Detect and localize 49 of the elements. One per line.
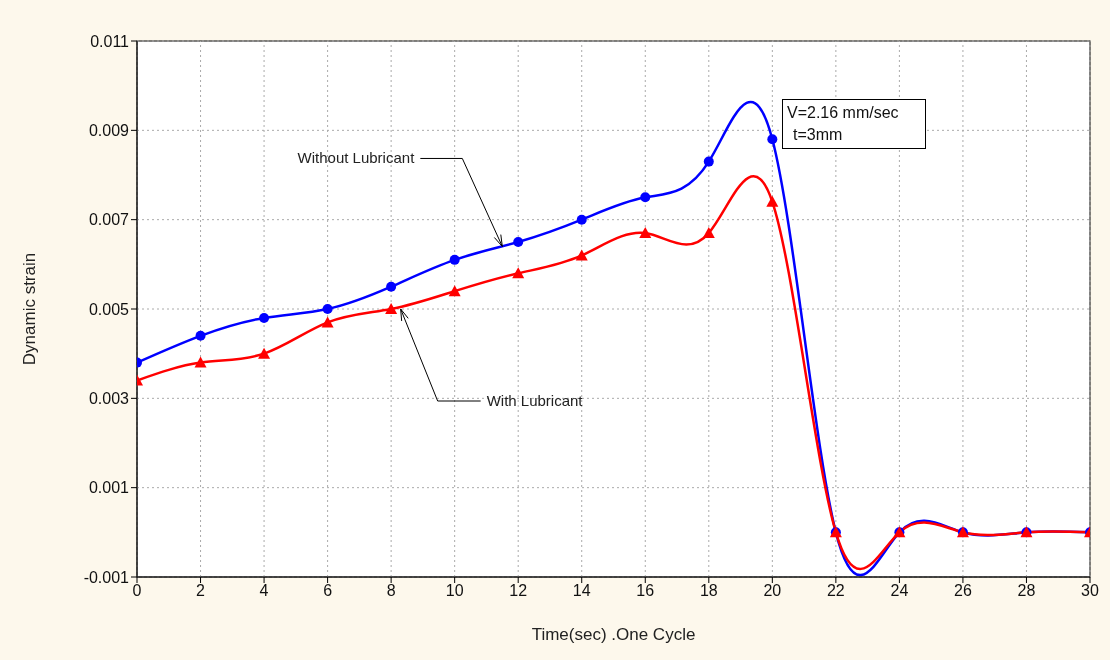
x-tick-label: 26 — [954, 582, 972, 600]
point — [767, 134, 778, 145]
x-tick-label: 6 — [323, 582, 333, 600]
y-tick-label: 0.005 — [88, 300, 130, 318]
point — [576, 214, 587, 225]
y-tick-label: 0.001 — [88, 479, 130, 497]
y-tick-label: 0.011 — [90, 32, 130, 50]
x-tick-label: 22 — [826, 582, 845, 600]
x-tick-label: 14 — [572, 582, 591, 600]
y-tick-label: -0.001 — [83, 568, 130, 586]
annotation: V=2.16 mm/sec — [787, 103, 900, 123]
x-tick-label: 4 — [259, 582, 269, 600]
point — [449, 254, 460, 265]
point — [322, 304, 333, 314]
annotation: t=3mm — [792, 125, 844, 145]
y-axis-title: Dynamic strain — [20, 252, 40, 366]
x-tick-label: 2 — [196, 582, 206, 600]
point — [321, 316, 334, 328]
x-tick-label: 30 — [1081, 582, 1099, 600]
point — [259, 312, 270, 323]
point — [702, 227, 715, 239]
x-tick-label: 16 — [636, 582, 655, 600]
point — [385, 303, 398, 314]
x-tick-label: 8 — [386, 582, 396, 600]
point — [195, 330, 206, 341]
x-tick-label: 0 — [132, 582, 142, 600]
point — [575, 249, 588, 261]
x-axis-title: Time(sec) .One Cycle — [531, 625, 696, 644]
x-tick-label: 28 — [1017, 582, 1036, 600]
y-tick-label: 0.007 — [88, 211, 130, 229]
point — [513, 237, 524, 247]
annotation: Without Lubricant — [297, 149, 416, 167]
x-tick-label: 12 — [509, 582, 528, 600]
point — [386, 281, 397, 292]
x-tick-label: 10 — [445, 582, 464, 600]
point — [258, 347, 271, 359]
point — [512, 267, 525, 279]
point — [703, 156, 714, 167]
annotation: With Lubricant — [486, 392, 584, 409]
point — [448, 285, 461, 297]
point — [194, 356, 207, 368]
point — [640, 192, 651, 203]
point — [766, 195, 779, 207]
x-tick-label: 20 — [763, 582, 782, 600]
y-tick-label: 0.003 — [88, 390, 130, 408]
y-tick-label: 0.009 — [88, 122, 130, 140]
x-tick-label: 18 — [699, 582, 718, 600]
point — [639, 227, 652, 239]
x-tick-label: 24 — [890, 582, 909, 600]
